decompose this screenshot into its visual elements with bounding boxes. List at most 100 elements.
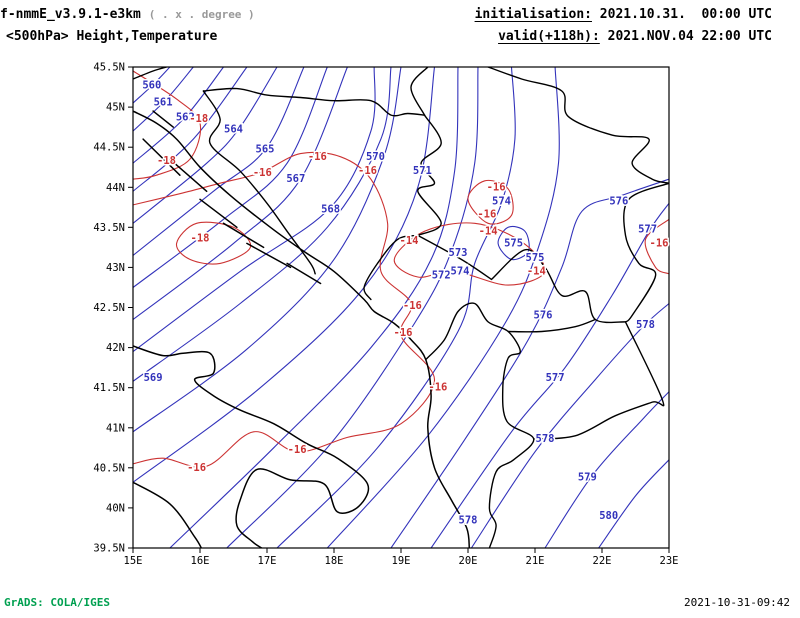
height-contour-label: 568 [321,204,340,216]
field-title: <500hPa> Height,Temperature [6,29,218,44]
basemap-layer [133,67,669,548]
height-contour-568 [133,67,376,353]
height-contour-label: 571 [413,165,432,177]
height-contour-label: 572 [432,269,451,281]
temperature-contour--16 [467,179,514,225]
y-axis-tick-label: 41.5N [93,382,125,394]
coastline [169,158,208,193]
height-contour-576 [390,178,669,548]
grads-credit: GrADS: COLA/IGES [4,596,110,609]
height-contour-label: 578 [536,433,555,445]
country-border [533,321,665,440]
coastline [133,481,203,548]
country-border [202,87,426,117]
height-contour-label: 574 [451,265,470,277]
height-contour-label: 564 [224,124,243,136]
x-axis-tick-label: 22E [593,555,612,567]
height-contour-label: 562 [176,112,195,124]
y-axis-tick-label: 44.5N [93,142,125,154]
temperature-contour-label: -14 [527,265,546,277]
height-contour-575 [326,67,560,548]
coastline [133,110,471,548]
height-contour-563 [133,67,248,192]
render-timestamp: 2021-10-31-09:42 [684,596,790,609]
height-contour-label: 570 [366,151,385,163]
height-contour-label: 567 [286,173,305,185]
temperature-contour-label: -16 [253,167,272,179]
height-contour-578 [470,303,669,548]
temperature-contour-label: -16 [308,151,327,163]
y-axis-tick-label: 45.5N [93,62,125,74]
model-title-text: f-nmmE_v3.9.1-e3km [0,7,141,22]
country-border [133,67,168,80]
temperature-contour-label: -14 [400,235,419,247]
y-axis-tick-label: 40N [106,502,125,514]
y-axis-tick-label: 45N [106,102,125,114]
height-contour-561 [133,67,194,132]
height-contour-571 [133,67,436,483]
axes-layer: 15E 16E 17E 18E 19E 20E 21E 22E 23E 45.5N 45N 44.5N… [93,62,678,568]
height-contour-label: 579 [578,472,597,484]
x-axis-tick-label: 20E [459,555,478,567]
temperature-contour--18 [133,70,202,180]
temperature-contour-label: -16 [187,462,206,474]
y-axis-tick-label: 43.5N [93,222,125,234]
y-axis-tick-label: 44N [106,182,125,194]
x-axis-tick-label: 23E [660,555,679,567]
coastline [246,242,292,269]
valid-line: valid(+118h): 2021.NOV.04 22:00 UTC [498,29,772,44]
height-contour-579 [544,391,669,548]
height-contour-label: 569 [144,372,163,384]
temperature-contour-label: -16 [403,300,422,312]
valid-label: valid(+118h): [498,29,600,44]
y-axis-tick-label: 39.5N [93,543,125,555]
coastline [286,262,322,285]
temperature-contour--16 [644,218,669,275]
height-contours-layer [133,67,669,548]
height-contour-label: 578 [459,515,478,527]
height-contour-label: 574 [492,196,511,208]
height-contour-569 [133,67,392,382]
country-border [202,90,316,275]
temperature-contour-label: -16 [288,444,307,456]
y-axis-tick-label: 42.5N [93,302,125,314]
initialisation-label: initialisation: [474,7,592,22]
temperature-contour-label: -16 [477,209,496,221]
initialisation-line: initialisation: 2021.10.31. 00:00 UTC [475,7,772,22]
temperature-contour-label: -18 [189,113,208,125]
height-contour-573 [226,67,479,548]
y-axis-tick-label: 41N [106,422,125,434]
height-contour-560 [133,67,171,104]
height-contour-label: 575 [526,252,545,264]
height-contour-label: 580 [599,510,618,522]
temperature-contour-label: -18 [157,155,176,167]
height-contour-577 [430,202,669,548]
height-contour-label: 575 [504,237,523,249]
grid-resolution-note: ( . x . degree ) [148,8,255,21]
temperature-contour-label: -16 [394,327,413,339]
height-contour-label: 578 [636,319,655,331]
coastline [222,222,265,249]
height-contour-570 [133,67,402,433]
temperature-contour-label: -16 [428,382,447,394]
temperature-contours-layer [133,70,669,468]
model-title: f-nmmE_v3.9.1-e3km ( . x . degree ) [0,7,255,22]
x-axis-tick-label: 17E [258,555,277,567]
height-contour-label: 576 [609,196,628,208]
height-contour-562 [133,67,224,164]
x-axis-tick-label: 21E [526,555,545,567]
y-axis-tick-label: 43N [106,262,125,274]
temperature-contour--14 [393,222,546,286]
valid-value: 2021.NOV.04 22:00 UTC [599,29,772,44]
y-axis-tick-label: 42N [106,342,125,354]
coastline [142,138,181,176]
height-contour-label: 576 [534,310,553,322]
temperature-contour--18 [176,221,252,265]
y-axis-tick-label: 40.5N [93,462,125,474]
x-axis-tick-label: 15E [124,555,143,567]
height-contour-580 [598,459,669,548]
height-contour-572 [169,67,459,548]
height-contour-label: 560 [142,79,161,91]
